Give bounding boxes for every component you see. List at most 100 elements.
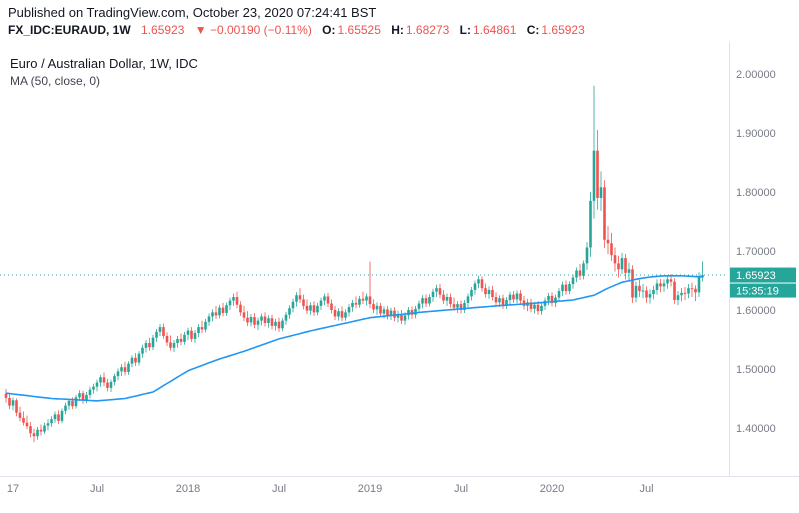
candle: [92, 383, 95, 394]
candle-body: [438, 288, 442, 295]
candle: [519, 289, 522, 305]
candle-body: [550, 295, 554, 303]
time-tick-label: 2019: [358, 483, 382, 495]
candle-body: [449, 297, 452, 305]
candle-body: [326, 296, 330, 304]
candle: [421, 295, 424, 309]
candle-body: [284, 314, 288, 321]
candle-body: [309, 305, 312, 311]
candle-body: [417, 303, 421, 309]
candle: [46, 419, 50, 431]
candle: [127, 361, 130, 375]
countdown-badge: [730, 283, 796, 298]
candle-body: [638, 285, 641, 292]
candle: [246, 311, 249, 326]
candle: [393, 307, 396, 322]
candle: [144, 340, 148, 353]
candle-body: [130, 357, 134, 364]
candle: [662, 279, 666, 292]
candle-body: [480, 279, 484, 289]
candle-body: [92, 386, 95, 390]
candle: [624, 253, 627, 280]
published-line: Published on TradingView.com, October 23…: [8, 5, 377, 20]
candle-body: [589, 200, 592, 248]
candle: [337, 308, 340, 321]
candle-body: [564, 284, 568, 292]
candle-body: [29, 426, 32, 434]
candle-body: [690, 288, 694, 290]
time-tick-label: Jul: [454, 483, 468, 495]
candle-body: [484, 288, 487, 295]
candle-body: [347, 307, 351, 313]
candle: [361, 291, 365, 305]
candle-body: [386, 309, 389, 316]
candle: [379, 302, 382, 317]
candle: [564, 280, 568, 295]
candle-body: [120, 367, 123, 372]
candle: [305, 299, 309, 315]
candle: [312, 301, 316, 316]
candle: [179, 333, 183, 346]
candle-body: [428, 297, 431, 304]
candle-body: [680, 292, 683, 296]
candle-body: [452, 304, 456, 308]
candle: [603, 180, 606, 249]
candle: [431, 288, 435, 302]
candle: [263, 312, 267, 327]
candle-body: [36, 429, 39, 437]
ma-legend[interactable]: MA (50, close, 0): [10, 74, 101, 88]
candle-body: [141, 347, 144, 354]
candle-body: [561, 284, 564, 292]
time-scale[interactable]: 17 Jul 2018 Jul 2019 Jul 2020 Jul: [7, 483, 654, 495]
candle-body: [239, 304, 242, 313]
candle-body: [351, 302, 354, 308]
price-scale[interactable]: 2.00000 1.90000 1.80000 1.70000 1.60000 1.500…: [736, 69, 776, 435]
candle: [344, 309, 347, 321]
candle: [582, 260, 585, 280]
candle-body: [172, 343, 176, 348]
candle-body: [158, 327, 162, 332]
candle: [64, 402, 67, 415]
candle-body: [487, 289, 491, 295]
candle: [88, 386, 92, 399]
candle-body: [235, 297, 239, 305]
time-tick-label: 17: [7, 483, 19, 495]
candle-body: [225, 305, 228, 313]
candle: [659, 278, 662, 293]
chart-legend-title[interactable]: Euro / Australian Dollar, 1W, IDC: [10, 56, 198, 71]
symbol-name[interactable]: FX_IDC:EURAUD, 1W: [8, 23, 131, 37]
candle-body: [291, 301, 295, 309]
chart-canvas[interactable]: 2.00000 1.90000 1.80000 1.70000 1.60000 1.500…: [0, 42, 799, 513]
candle-body: [4, 393, 8, 398]
candle: [645, 286, 648, 303]
candle: [389, 307, 393, 321]
candle-body: [557, 291, 561, 298]
candle: [239, 301, 242, 316]
candle-body: [305, 305, 309, 311]
candle-body: [169, 342, 172, 348]
candle-body: [295, 295, 298, 302]
candle-body: [676, 295, 680, 300]
candle: [151, 334, 155, 351]
candle-body: [344, 312, 347, 318]
candle-body: [459, 304, 463, 310]
candle: [414, 305, 417, 319]
candle-body: [200, 327, 204, 330]
candle-body: [456, 304, 459, 308]
candle: [253, 312, 256, 329]
candle-body: [134, 357, 137, 363]
candle: [701, 261, 704, 282]
candle-body: [183, 334, 186, 342]
candle: [277, 317, 281, 332]
candle-body: [477, 279, 480, 284]
candle: [655, 279, 659, 295]
candle-body: [529, 302, 533, 309]
candle-body: [473, 283, 477, 290]
price-tick-label: 1.50000: [736, 364, 776, 376]
candle: [522, 295, 526, 310]
candle: [540, 302, 543, 315]
high-value: H: 1.68273: [391, 23, 449, 37]
candle: [634, 281, 638, 303]
candle-body: [22, 417, 25, 423]
candle: [102, 372, 106, 387]
